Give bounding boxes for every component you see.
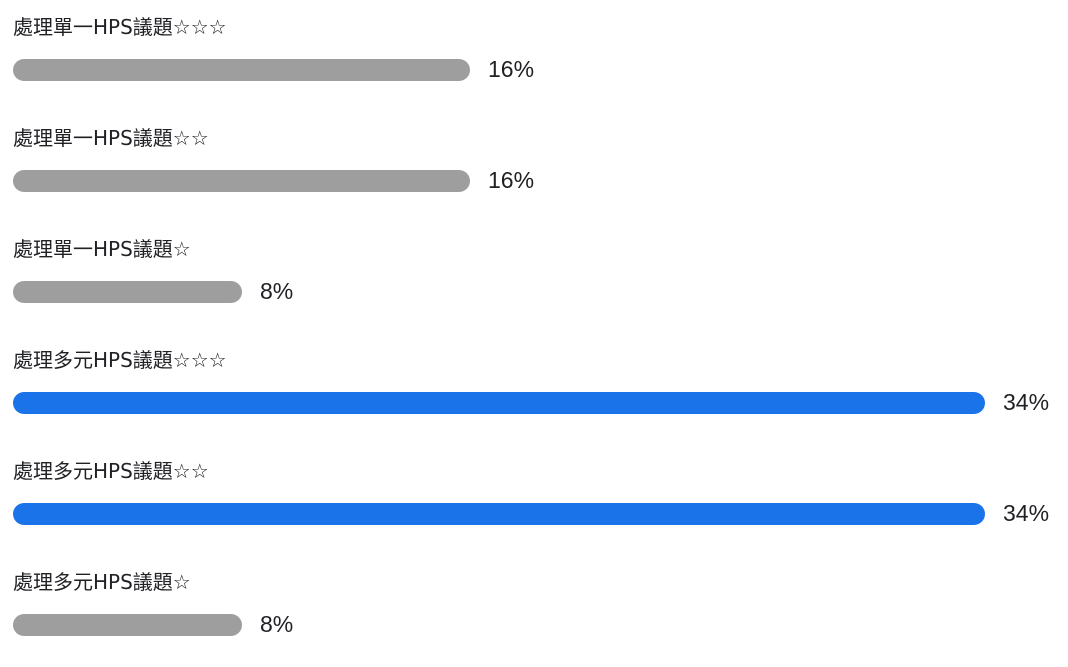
bar-row: 處理單一HPS議題☆☆☆ 16% — [13, 12, 1063, 112]
bar — [13, 170, 470, 192]
bar-row: 處理單一HPS議題☆☆ 16% — [13, 123, 1063, 223]
value-label: 8% — [260, 611, 294, 637]
value-label: 34% — [1003, 500, 1050, 526]
bar — [13, 503, 985, 525]
category-label: 處理多元HPS議題☆☆ — [13, 459, 209, 483]
value-label: 34% — [1003, 389, 1050, 415]
bar-row: 處理多元HPS議題☆☆ 34% — [13, 456, 1063, 556]
value-label: 8% — [260, 278, 294, 304]
category-label: 處理單一HPS議題☆ — [13, 237, 191, 261]
category-label: 處理多元HPS議題☆☆☆ — [13, 348, 227, 372]
bar-row: 處理單一HPS議題☆ 8% — [13, 234, 1063, 334]
category-label: 處理單一HPS議題☆☆ — [13, 126, 209, 150]
bar — [13, 281, 242, 303]
value-label: 16% — [488, 56, 535, 82]
value-label: 16% — [488, 167, 535, 193]
bar — [13, 59, 470, 81]
bar-row: 處理多元HPS議題☆ 8% — [13, 567, 1063, 667]
bar — [13, 392, 985, 414]
bar — [13, 614, 242, 636]
category-label: 處理多元HPS議題☆ — [13, 570, 191, 594]
category-label: 處理單一HPS議題☆☆☆ — [13, 15, 227, 39]
bar-row: 處理多元HPS議題☆☆☆ 34% — [13, 345, 1063, 445]
